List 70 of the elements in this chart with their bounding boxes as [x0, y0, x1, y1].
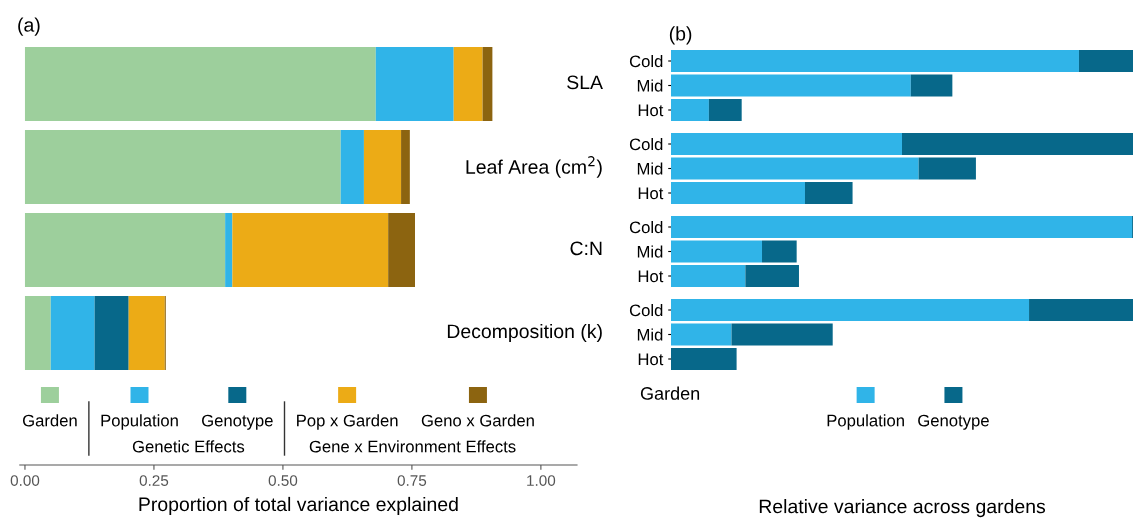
bar	[401, 130, 410, 204]
category-label: Leaf Area (cm$^{2}$)	[466, 156, 602, 178]
x-axis-title: Relative variance across gardens	[759, 499, 1046, 518]
bar	[731, 323, 833, 346]
y-tick-label: Cold	[629, 137, 663, 151]
x-tick-label: 0.50	[268, 475, 298, 486]
bar	[128, 296, 165, 370]
bar	[232, 213, 389, 287]
bar	[1029, 298, 1133, 322]
bar	[804, 181, 853, 205]
x-axis-title: Proportion of total variance explained	[139, 496, 458, 515]
legend-label: Genotype	[202, 414, 273, 430]
bar	[363, 130, 402, 204]
bar	[482, 47, 493, 121]
bar	[24, 47, 376, 121]
bar	[671, 264, 746, 288]
bar	[745, 264, 799, 288]
legend-title: Garden	[640, 386, 700, 400]
text: Gene x Environment Effects	[309, 440, 516, 453]
bar	[762, 240, 797, 263]
y-tick-label: Cold	[629, 220, 663, 234]
y-tick-label: Mid	[637, 162, 663, 175]
bar	[225, 213, 233, 287]
bar	[708, 98, 742, 122]
bar	[340, 130, 364, 204]
chart-title: (b)	[669, 26, 692, 45]
bar	[671, 240, 763, 263]
y-tick-label: Mid	[637, 328, 663, 341]
bar	[94, 296, 129, 370]
bar	[24, 296, 51, 370]
legend-label: Garden	[22, 414, 77, 427]
y-tick-label: Mid	[637, 79, 663, 92]
bar	[902, 132, 1133, 156]
bar	[671, 157, 919, 180]
y-tick-label: Cold	[629, 303, 663, 317]
bar	[1078, 49, 1133, 73]
y-tick-label: Hot	[638, 187, 664, 200]
bar	[671, 74, 911, 97]
category-label: Decomposition (k)	[447, 323, 602, 343]
bar	[24, 130, 341, 204]
bar	[24, 213, 226, 287]
bar	[910, 74, 953, 97]
y-tick-label: Hot	[638, 353, 664, 366]
bar	[671, 181, 805, 205]
legend-label: Population	[101, 414, 178, 430]
chart-title: (a)	[18, 17, 40, 36]
bar	[375, 47, 454, 121]
y-tick-label: Mid	[637, 245, 663, 258]
category-label: SLA	[567, 75, 603, 90]
bar	[671, 323, 732, 346]
bar	[453, 47, 483, 121]
text: Genetic Effects	[132, 440, 245, 453]
bar	[671, 132, 902, 156]
legend-label: Geno x Garden	[421, 414, 534, 427]
x-tick-label: 0.75	[397, 475, 427, 486]
x-tick-label: 1.00	[527, 475, 556, 486]
y-tick-label: Cold	[629, 54, 663, 68]
legend-label: Pop x Garden	[297, 414, 398, 430]
bar	[918, 157, 976, 180]
x-tick-label: 0.25	[139, 475, 169, 486]
bar	[671, 347, 737, 371]
y-tick-label: Hot	[638, 270, 664, 283]
x-tick-label: 0.00	[10, 475, 40, 486]
legend-label: Population	[827, 414, 904, 430]
bar	[671, 98, 709, 122]
y-tick-label: Hot	[638, 104, 664, 117]
bar	[50, 296, 95, 370]
category-label: C:N	[570, 241, 602, 256]
bar	[388, 213, 415, 287]
legend-label: Genotype	[918, 414, 989, 430]
